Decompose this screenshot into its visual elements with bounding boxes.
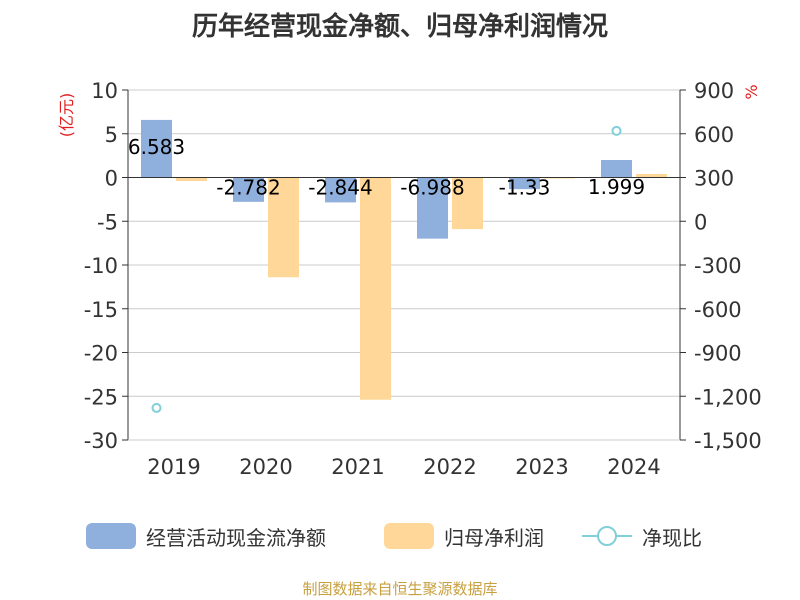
right-axis-tick-label: 600 bbox=[694, 123, 734, 147]
legend-swatch-ratio bbox=[582, 523, 632, 549]
legend-item-cash-flow[interactable]: 经营活动现金流净额 bbox=[86, 516, 326, 556]
left-axis-tick-label: -10 bbox=[84, 254, 118, 278]
category-label: 2023 bbox=[515, 455, 568, 479]
legend-label-net-profit: 归母净利润 bbox=[444, 525, 544, 550]
data-label-cash-flow: -2.782 bbox=[216, 176, 280, 200]
right-axis-tick-label: -600 bbox=[694, 298, 742, 322]
bar-net-profit bbox=[176, 177, 207, 181]
bar-cash-flow bbox=[601, 160, 632, 178]
data-label-cash-flow: -1.33 bbox=[499, 176, 551, 200]
right-axis-tick-label: -1,500 bbox=[694, 429, 762, 453]
bar-net-profit bbox=[636, 174, 667, 178]
left-axis-tick-label: 0 bbox=[105, 167, 118, 191]
left-axis-tick-label: -30 bbox=[84, 429, 118, 453]
legend-swatch-cash-flow bbox=[86, 523, 136, 549]
data-label-cash-flow: 6.583 bbox=[128, 135, 185, 159]
chart-title: 历年经营现金净额、归母净利润情况 bbox=[191, 12, 608, 42]
bar-net-profit bbox=[268, 177, 299, 278]
bar-cash-flow bbox=[141, 119, 172, 178]
right-axis-tick-label: 0 bbox=[694, 210, 707, 234]
legend-label-ratio: 净现比 bbox=[642, 525, 702, 550]
legend-item-ratio[interactable]: 净现比 bbox=[582, 516, 702, 556]
right-axis-tick-label: 900 bbox=[694, 79, 734, 103]
bars bbox=[141, 119, 667, 400]
bar-net-profit bbox=[360, 177, 391, 400]
data-label-cash-flow: -2.844 bbox=[308, 176, 372, 200]
legend: 经营活动现金流净额 归母净利润 净现比 bbox=[0, 516, 800, 556]
source-footer: 制图数据来自恒生聚源数据库 bbox=[302, 580, 498, 598]
left-axis-tick-label: -20 bbox=[84, 342, 118, 366]
legend-swatch-net-profit bbox=[384, 523, 434, 549]
category-label: 2019 bbox=[147, 455, 200, 479]
right-axis-tick-label: -300 bbox=[694, 254, 742, 278]
bar-cash-flow bbox=[509, 177, 540, 190]
left-axis-tick-label: 5 bbox=[105, 123, 118, 147]
ratio-point bbox=[611, 125, 622, 136]
category-label: 2022 bbox=[423, 455, 476, 479]
legend-item-net-profit[interactable]: 归母净利润 bbox=[384, 516, 544, 556]
category-label: 2024 bbox=[607, 455, 660, 479]
ratio-point bbox=[151, 402, 162, 413]
category-label: 2020 bbox=[239, 455, 292, 479]
right-axis-tick-label: -900 bbox=[694, 342, 742, 366]
legend-label-cash-flow: 经营活动现金流净额 bbox=[146, 525, 326, 550]
category-label: 2021 bbox=[331, 455, 384, 479]
left-axis-tick-label: -5 bbox=[97, 210, 118, 234]
ratio-points bbox=[151, 125, 622, 413]
grid-lines bbox=[128, 89, 680, 441]
data-label-cash-flow: 1.999 bbox=[588, 175, 645, 199]
right-axis-tick-label: -1,200 bbox=[694, 385, 762, 409]
axes: 10 5 0 -5 -10 -15 -20 -25 -30 900 600 300 0 -300 -600 -… bbox=[57, 79, 762, 479]
right-axis-unit: % bbox=[742, 84, 761, 99]
bar-cash-flow bbox=[233, 177, 264, 202]
left-axis-tick-label: -15 bbox=[84, 298, 118, 322]
right-axis-tick-label: 300 bbox=[694, 167, 734, 191]
left-axis-tick-label: -25 bbox=[84, 385, 118, 409]
data-labels: 6.583 -2.782 -2.844 -6.988 -1.33 1.999 bbox=[128, 135, 645, 200]
bar-cash-flow bbox=[417, 177, 448, 239]
bar-net-profit bbox=[452, 177, 483, 230]
left-axis-unit: (亿元) bbox=[57, 93, 76, 138]
bar-cash-flow bbox=[325, 177, 356, 203]
left-axis-tick-label: 10 bbox=[91, 79, 118, 103]
data-label-cash-flow: -6.988 bbox=[400, 176, 464, 200]
